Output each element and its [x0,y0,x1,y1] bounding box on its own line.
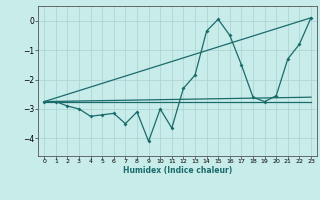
X-axis label: Humidex (Indice chaleur): Humidex (Indice chaleur) [123,166,232,175]
